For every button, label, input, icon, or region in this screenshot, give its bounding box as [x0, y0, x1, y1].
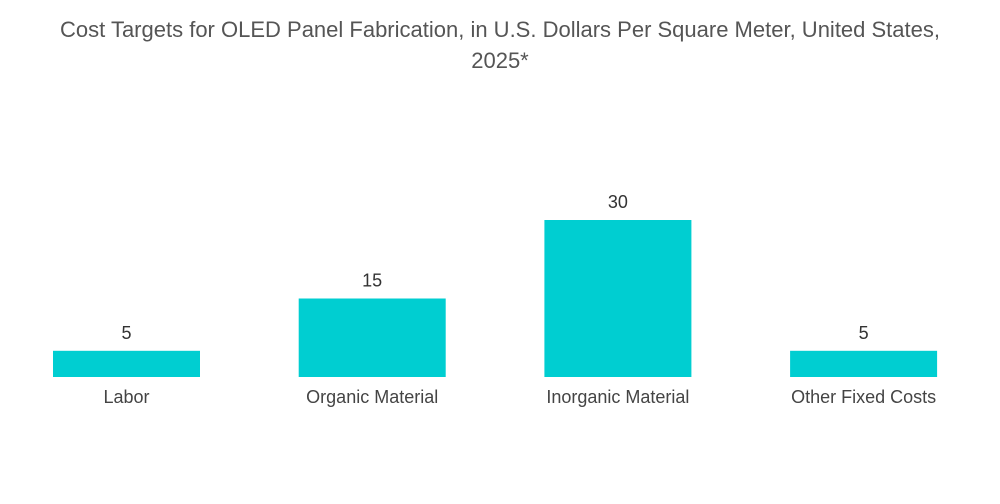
bars-group [53, 220, 938, 377]
bar-labor [53, 350, 200, 377]
value-labels-group: 5 15 30 5 [121, 192, 868, 343]
category-labels-group: Labor Organic Material Inorganic Material O… [103, 387, 936, 407]
category-label-organic-material: Organic Material [306, 387, 438, 407]
category-label-labor: Labor [103, 387, 149, 407]
category-label-inorganic-material: Inorganic Material [546, 387, 689, 407]
value-label-other-fixed-costs: 5 [859, 323, 869, 343]
bar-organic-material [298, 298, 446, 377]
bar-other-fixed-costs [790, 350, 938, 377]
value-label-labor: 5 [121, 323, 131, 343]
chart-title-line-2: 2025* [471, 48, 529, 73]
category-label-other-fixed-costs: Other Fixed Costs [791, 387, 936, 407]
chart-title-line-1: Cost Targets for OLED Panel Fabrication,… [60, 17, 940, 42]
value-label-inorganic-material: 30 [608, 192, 628, 212]
value-label-organic-material: 15 [362, 271, 382, 291]
chart-title: Cost Targets for OLED Panel Fabrication,… [0, 14, 1000, 76]
bar-inorganic-material [544, 220, 692, 377]
